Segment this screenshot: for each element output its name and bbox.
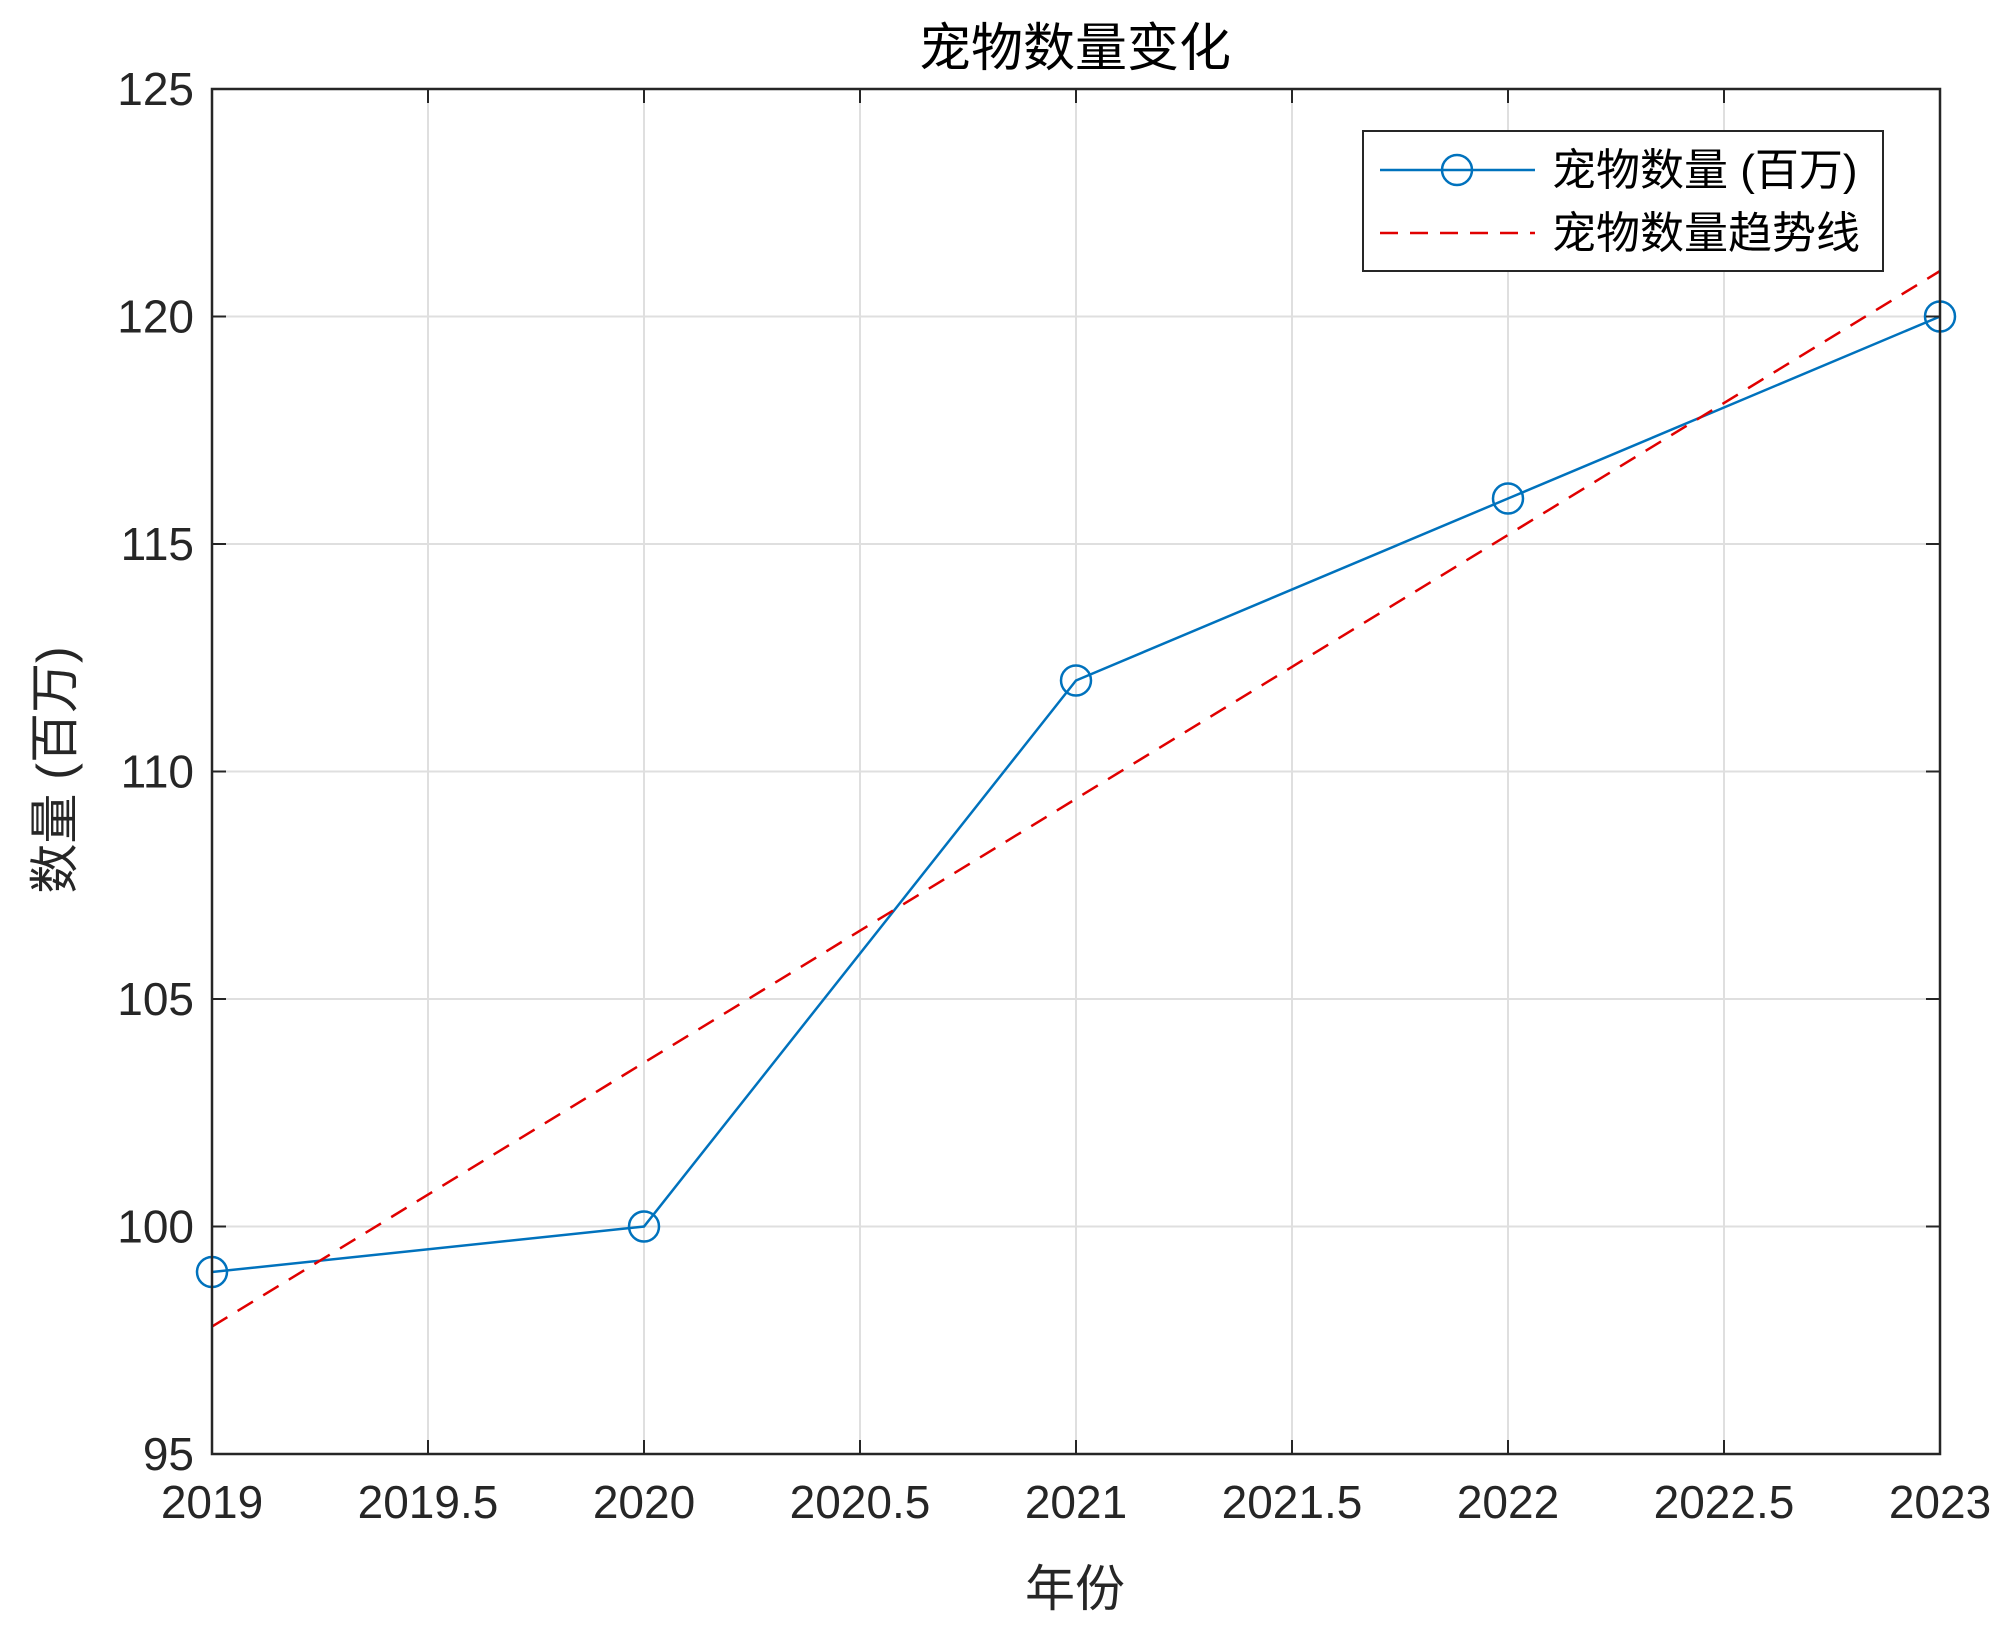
legend-label-series-1: 宠物数量 (百万)	[1552, 146, 1858, 195]
series-line-2	[211, 269, 1941, 1328]
y-tick-label: 120	[117, 291, 194, 343]
y-tick-label: 115	[121, 518, 194, 570]
x-tick-label: 2021.5	[1222, 1476, 1363, 1528]
x-tick-label: 2022.5	[1654, 1476, 1795, 1528]
series-line-1	[211, 315, 1941, 1274]
data-point-marker	[627, 1210, 661, 1243]
x-tick-label: 2020	[593, 1476, 695, 1528]
x-tick-label: 2019.5	[358, 1476, 499, 1528]
legend: 宠物数量 (百万) 宠物数量趋势线	[1362, 130, 1884, 272]
y-tick-label: 95	[143, 1428, 194, 1480]
data-point-marker	[1059, 664, 1093, 697]
y-tick-label: 105	[117, 973, 194, 1025]
x-axis-title: 年份	[1025, 1561, 1125, 1617]
tick-labels: 2019 2019.5 2020 2020.5 2021 2021.5 2022 2022.5…	[117, 63, 1991, 1528]
x-tick-label: 2019	[161, 1476, 263, 1528]
x-tick-label: 2020.5	[790, 1476, 931, 1528]
legend-marker-series-1	[1440, 153, 1474, 187]
data-point-marker	[1491, 482, 1525, 515]
x-tick-label: 2023	[1889, 1476, 1991, 1528]
y-tick-label: 110	[121, 746, 194, 798]
y-axis-title: 数量 (百万)	[27, 646, 83, 893]
legend-label-series-2: 宠物数量趋势线	[1552, 209, 1860, 258]
x-tick-label: 2021	[1025, 1476, 1127, 1528]
y-tick-label: 125	[117, 63, 194, 115]
y-tick-label: 100	[117, 1201, 194, 1253]
chart-title: 宠物数量变化	[919, 20, 1231, 78]
axis-ticks	[211, 88, 1941, 1455]
legend-box	[1362, 130, 1884, 272]
x-tick-label: 2022	[1457, 1476, 1559, 1528]
